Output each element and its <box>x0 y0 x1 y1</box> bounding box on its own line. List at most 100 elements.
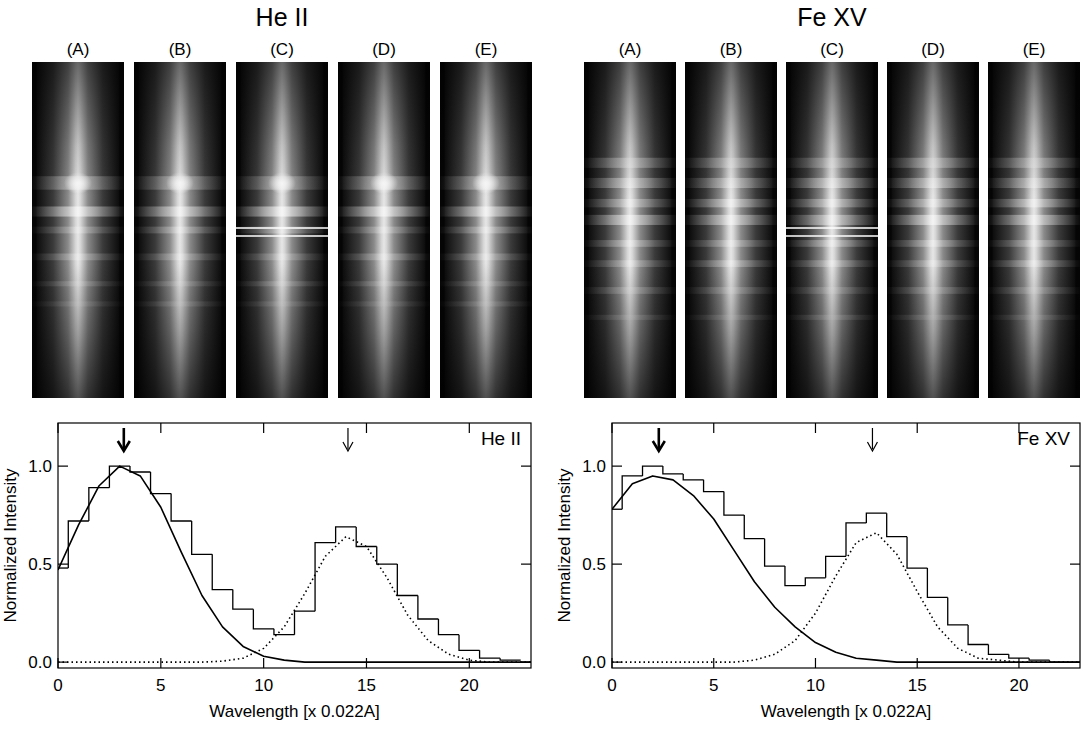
histogram-step <box>948 597 968 624</box>
x-tick <box>160 658 161 668</box>
arrow-shaft <box>347 428 348 449</box>
spectral-image <box>440 62 532 398</box>
y-tick <box>612 564 622 565</box>
histogram-step <box>907 537 927 568</box>
x-tick-label: 20 <box>1009 676 1028 695</box>
panel-title: Fe XV <box>797 3 867 31</box>
panel-title: He II <box>256 3 309 31</box>
histogram-step <box>418 595 439 619</box>
fade <box>338 62 430 398</box>
x-tick <box>366 658 367 668</box>
x-axis-title: Wavelength [x 0.022A] <box>209 702 379 721</box>
histogram-step <box>968 625 988 645</box>
y-tick-label: 0.0 <box>28 653 52 672</box>
arrow-head <box>867 442 877 451</box>
histogram-step <box>397 564 418 595</box>
x-tick-label: 10 <box>254 676 273 695</box>
image-ground <box>584 62 676 398</box>
spectral-image <box>685 62 777 398</box>
image-ground <box>988 62 1080 398</box>
marker-line <box>236 227 328 229</box>
x-tick-top <box>469 423 470 433</box>
x-tick-top <box>263 423 264 433</box>
histogram-step <box>295 611 316 635</box>
x-tick <box>469 658 470 668</box>
figure: He II(A)(B)(C)(D)(E)Fe XV(A)(B)(C)(D)(E)… <box>0 0 1089 733</box>
histogram-step <box>480 650 501 658</box>
image-ground <box>786 62 878 398</box>
plot-area <box>58 466 531 662</box>
x-tick-label: 15 <box>908 676 927 695</box>
y-tick-label: 1.0 <box>582 457 606 476</box>
spectral-image <box>887 62 979 398</box>
annotation: Fe XV <box>1017 428 1070 449</box>
y-tick <box>58 564 68 565</box>
y-axis-title: Normalized Intensity <box>555 468 574 623</box>
x-tick-label: 10 <box>806 676 825 695</box>
histogram-step <box>1029 658 1049 660</box>
histogram-step <box>744 515 764 539</box>
histogram-step <box>151 472 172 494</box>
arrow-head <box>118 441 130 451</box>
y-tick-label: 0.5 <box>28 555 52 574</box>
fit-curve <box>612 533 1080 662</box>
image-ground <box>685 62 777 398</box>
panel-label: (D) <box>921 40 945 59</box>
histogram-step <box>704 480 724 492</box>
fade <box>32 62 124 398</box>
image-ground <box>134 62 226 398</box>
histogram-step <box>459 635 480 651</box>
annotation: He II <box>481 428 521 449</box>
histogram-step <box>274 629 295 635</box>
marker-line <box>786 227 878 229</box>
arrow-head <box>343 442 353 451</box>
arrow <box>867 428 877 451</box>
panel-label: (C) <box>820 40 844 59</box>
panel-label: (E) <box>475 40 498 59</box>
x-tick-top <box>160 423 161 433</box>
y-tick-right <box>1070 466 1080 467</box>
histogram-step <box>89 488 110 521</box>
spectral-image <box>32 62 124 398</box>
x-tick-label: 5 <box>156 676 165 695</box>
x-axis-title: Wavelength [x 0.022A] <box>761 702 931 721</box>
image-ground <box>32 62 124 398</box>
histogram-step <box>805 578 825 586</box>
y-tick <box>612 662 622 663</box>
fade <box>584 62 676 398</box>
histogram-step <box>438 619 459 635</box>
fade <box>236 62 328 398</box>
histogram-step <box>612 509 622 510</box>
fade <box>440 62 532 398</box>
histogram-step <box>192 521 213 554</box>
arrow-shaft <box>872 428 873 449</box>
spectral-image <box>134 62 226 398</box>
x-tick <box>713 658 714 668</box>
arrow <box>118 428 130 451</box>
y-tick-right <box>521 662 531 663</box>
panel-label: (B) <box>720 40 743 59</box>
fit-curve <box>58 466 531 662</box>
x-tick <box>1018 658 1019 668</box>
histogram-step <box>866 513 886 523</box>
y-tick <box>58 466 68 467</box>
histogram-step <box>130 466 151 472</box>
spectral-image <box>584 62 676 398</box>
marker-line <box>786 235 878 237</box>
panel-label: (B) <box>169 40 192 59</box>
histogram-step <box>663 466 683 474</box>
plot-area <box>612 466 1080 662</box>
histogram-step <box>356 527 377 547</box>
x-tick-label: 0 <box>53 676 62 695</box>
marker-line <box>236 235 328 237</box>
y-tick-right <box>521 466 531 467</box>
panel-label: (D) <box>372 40 396 59</box>
x-tick-top <box>611 423 612 433</box>
histogram-step <box>887 513 907 537</box>
histogram-step <box>315 543 336 612</box>
x-tick-top <box>713 423 714 433</box>
plot-frame <box>58 423 531 668</box>
fade <box>786 62 878 398</box>
y-tick-label: 1.0 <box>28 457 52 476</box>
arrow-shaft <box>123 428 126 449</box>
